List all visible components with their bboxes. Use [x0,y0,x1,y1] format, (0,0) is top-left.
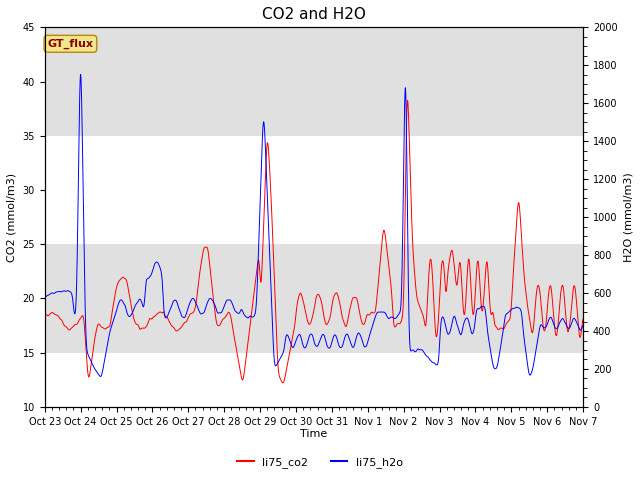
Title: CO2 and H2O: CO2 and H2O [262,7,366,22]
Bar [45,244,583,353]
Bar [45,27,583,136]
Text: GT_flux: GT_flux [47,39,93,49]
Legend: li75_co2, li75_h2o: li75_co2, li75_h2o [232,452,408,472]
Y-axis label: CO2 (mmol/m3): CO2 (mmol/m3) [7,172,17,262]
Y-axis label: H2O (mmol/m3): H2O (mmol/m3) [623,172,633,262]
X-axis label: Time: Time [300,430,328,440]
